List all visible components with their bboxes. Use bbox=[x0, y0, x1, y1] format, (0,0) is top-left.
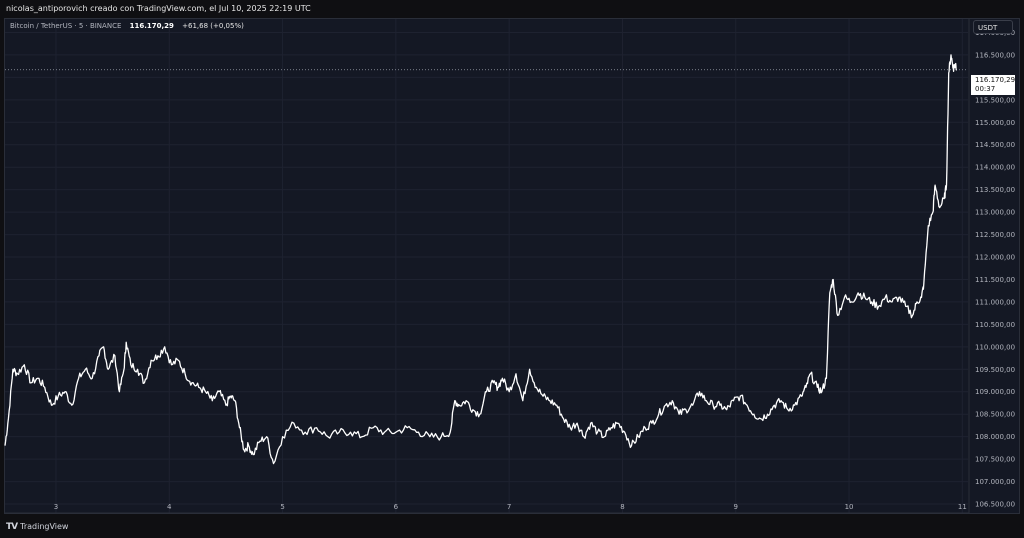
y-tick-label: 110.500,00 bbox=[975, 321, 1015, 329]
x-tick-label: 4 bbox=[167, 503, 172, 511]
y-tick-label: 107.500,00 bbox=[975, 456, 1015, 464]
attribution-text: nicolas_antiporovich creado con TradingV… bbox=[6, 4, 311, 13]
y-tick-label: 116.500,00 bbox=[975, 51, 1015, 59]
bar-countdown: 00:37 bbox=[975, 85, 996, 93]
x-tick-label: 7 bbox=[507, 503, 511, 511]
currency-label: USDT bbox=[978, 24, 998, 32]
y-tick-label: 113.500,00 bbox=[975, 186, 1015, 194]
currency-selector[interactable]: USDT bbox=[973, 20, 1013, 34]
symbol-name[interactable]: Bitcoin / TetherUS · 5 · BINANCE bbox=[10, 22, 122, 30]
tradingview-logo-icon: 𝗧𝗩 bbox=[6, 522, 18, 532]
y-tick-label: 111.500,00 bbox=[975, 276, 1015, 284]
y-tick-label: 115.000,00 bbox=[975, 119, 1015, 127]
tradingview-logo-text: TradingView bbox=[20, 522, 69, 531]
current-price-label: 116.170,29 bbox=[975, 76, 1016, 84]
x-tick-label: 8 bbox=[620, 503, 624, 511]
price-series-line bbox=[4, 54, 958, 465]
x-tick-label: 3 bbox=[54, 503, 58, 511]
legend-price: 116.170,29 bbox=[129, 22, 174, 30]
y-tick-label: 114.000,00 bbox=[975, 164, 1015, 172]
y-tick-label: 112.000,00 bbox=[975, 254, 1015, 262]
x-tick-label: 11 bbox=[958, 503, 967, 511]
symbol-legend: Bitcoin / TetherUS · 5 · BINANCE 116.170… bbox=[10, 20, 244, 32]
attribution-bar: nicolas_antiporovich creado con TradingV… bbox=[0, 0, 1024, 18]
y-tick-label: 113.000,00 bbox=[975, 209, 1015, 217]
chart-pane[interactable] bbox=[4, 18, 1020, 514]
y-tick-label: 111.000,00 bbox=[975, 298, 1015, 306]
x-tick-label: 5 bbox=[280, 503, 284, 511]
x-tick-label: 10 bbox=[845, 503, 854, 511]
y-tick-label: 106.500,00 bbox=[975, 501, 1015, 509]
y-tick-label: 108.500,00 bbox=[975, 411, 1015, 419]
x-tick-label: 6 bbox=[394, 503, 399, 511]
y-tick-label: 110.000,00 bbox=[975, 343, 1015, 351]
x-tick-label: 9 bbox=[734, 503, 738, 511]
y-tick-label: 114.500,00 bbox=[975, 141, 1015, 149]
tradingview-logo[interactable]: 𝗧𝗩 TradingView bbox=[6, 520, 68, 534]
current-price-tag: 116.170,29 00:37 bbox=[971, 75, 1015, 95]
legend-change: +61,68 (+0,05%) bbox=[182, 22, 244, 30]
y-tick-label: 108.000,00 bbox=[975, 433, 1015, 441]
y-tick-label: 107.000,00 bbox=[975, 478, 1015, 486]
y-tick-label: 109.000,00 bbox=[975, 388, 1015, 396]
y-tick-label: 112.500,00 bbox=[975, 231, 1015, 239]
y-tick-label: 109.500,00 bbox=[975, 366, 1015, 374]
y-tick-label: 115.500,00 bbox=[975, 96, 1015, 104]
